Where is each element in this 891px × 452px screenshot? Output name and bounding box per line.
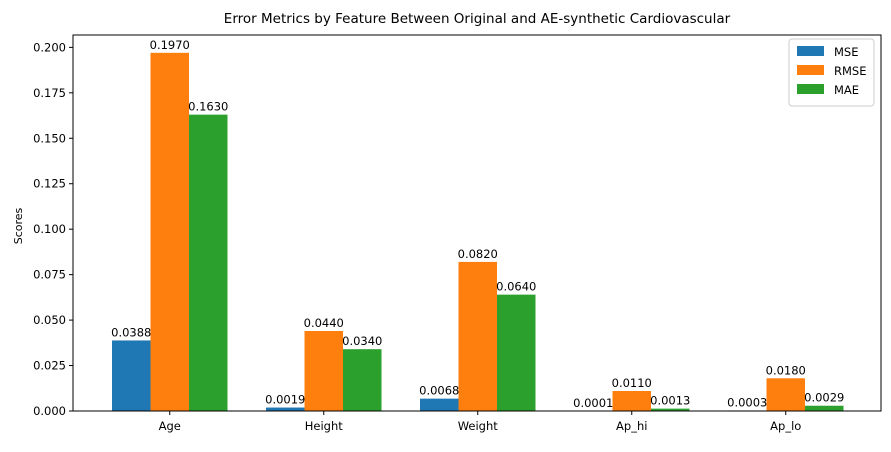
bar-mae-ap_lo <box>805 406 844 411</box>
x-tick-label-weight: Weight <box>458 419 499 433</box>
y-tick-label: 0.025 <box>33 359 66 373</box>
bar-rmse-age <box>151 53 190 411</box>
value-label-mae-weight: 0.0640 <box>496 280 536 294</box>
x-tick-label-ap_lo: Ap_lo <box>770 419 801 433</box>
legend-label-mse: MSE <box>834 45 859 59</box>
bar-mae-height <box>343 349 382 411</box>
bar-mse-weight <box>420 399 459 411</box>
y-tick-label: 0.050 <box>33 313 66 327</box>
value-label-rmse-weight: 0.0820 <box>458 247 498 261</box>
bar-rmse-weight <box>459 262 498 411</box>
value-label-rmse-ap_hi: 0.0110 <box>612 376 652 390</box>
y-tick-label: 0.175 <box>33 86 66 100</box>
value-label-mae-age: 0.1630 <box>188 100 228 114</box>
y-tick-label: 0.200 <box>33 40 66 54</box>
value-label-rmse-height: 0.0440 <box>304 316 344 330</box>
bar-mse-age <box>112 340 151 411</box>
bar-mae-weight <box>497 295 536 411</box>
value-label-mse-age: 0.0388 <box>111 325 151 339</box>
legend-swatch-rmse <box>797 65 824 75</box>
y-tick-label: 0.125 <box>33 177 66 191</box>
y-axis-label: Scores <box>12 207 25 244</box>
value-label-mse-ap_lo: 0.0003 <box>727 395 767 409</box>
value-label-rmse-age: 0.1970 <box>150 38 190 52</box>
bar-mae-age <box>189 115 228 411</box>
y-tick-label: 0.100 <box>33 222 66 236</box>
value-label-mse-weight: 0.0068 <box>419 384 459 398</box>
y-tick-label: 0.150 <box>33 131 66 145</box>
x-tick-label-age: Age <box>159 419 181 433</box>
value-label-mae-ap_lo: 0.0029 <box>804 391 844 405</box>
bar-rmse-ap_lo <box>767 378 806 411</box>
x-tick-label-ap_hi: Ap_hi <box>616 419 647 433</box>
bar-rmse-height <box>305 331 344 411</box>
legend-swatch-mse <box>797 46 824 56</box>
legend-swatch-mae <box>797 84 824 94</box>
y-tick-label: 0.000 <box>33 404 66 418</box>
y-tick-label: 0.075 <box>33 268 66 282</box>
legend-label-mae: MAE <box>834 83 859 97</box>
value-label-mse-ap_hi: 0.0001 <box>573 396 613 410</box>
bar-rmse-ap_hi <box>613 391 652 411</box>
value-label-mae-height: 0.0340 <box>342 334 382 348</box>
legend: MSE RMSE MAE <box>789 39 874 106</box>
value-label-mae-ap_hi: 0.0013 <box>650 394 690 408</box>
value-label-rmse-ap_lo: 0.0180 <box>766 363 806 377</box>
value-label-mse-height: 0.0019 <box>265 393 305 407</box>
x-tick-label-height: Height <box>305 419 344 433</box>
y-axis: 0.000 0.025 0.050 0.075 0.100 0.125 0.150 0.175… <box>33 40 73 418</box>
chart-title: Error Metrics by Feature Between Origina… <box>224 11 731 27</box>
x-axis: Age Height Weight Ap_hi Ap_lo <box>159 411 802 433</box>
legend-label-rmse: RMSE <box>834 64 866 78</box>
bar-mse-height <box>266 408 305 411</box>
